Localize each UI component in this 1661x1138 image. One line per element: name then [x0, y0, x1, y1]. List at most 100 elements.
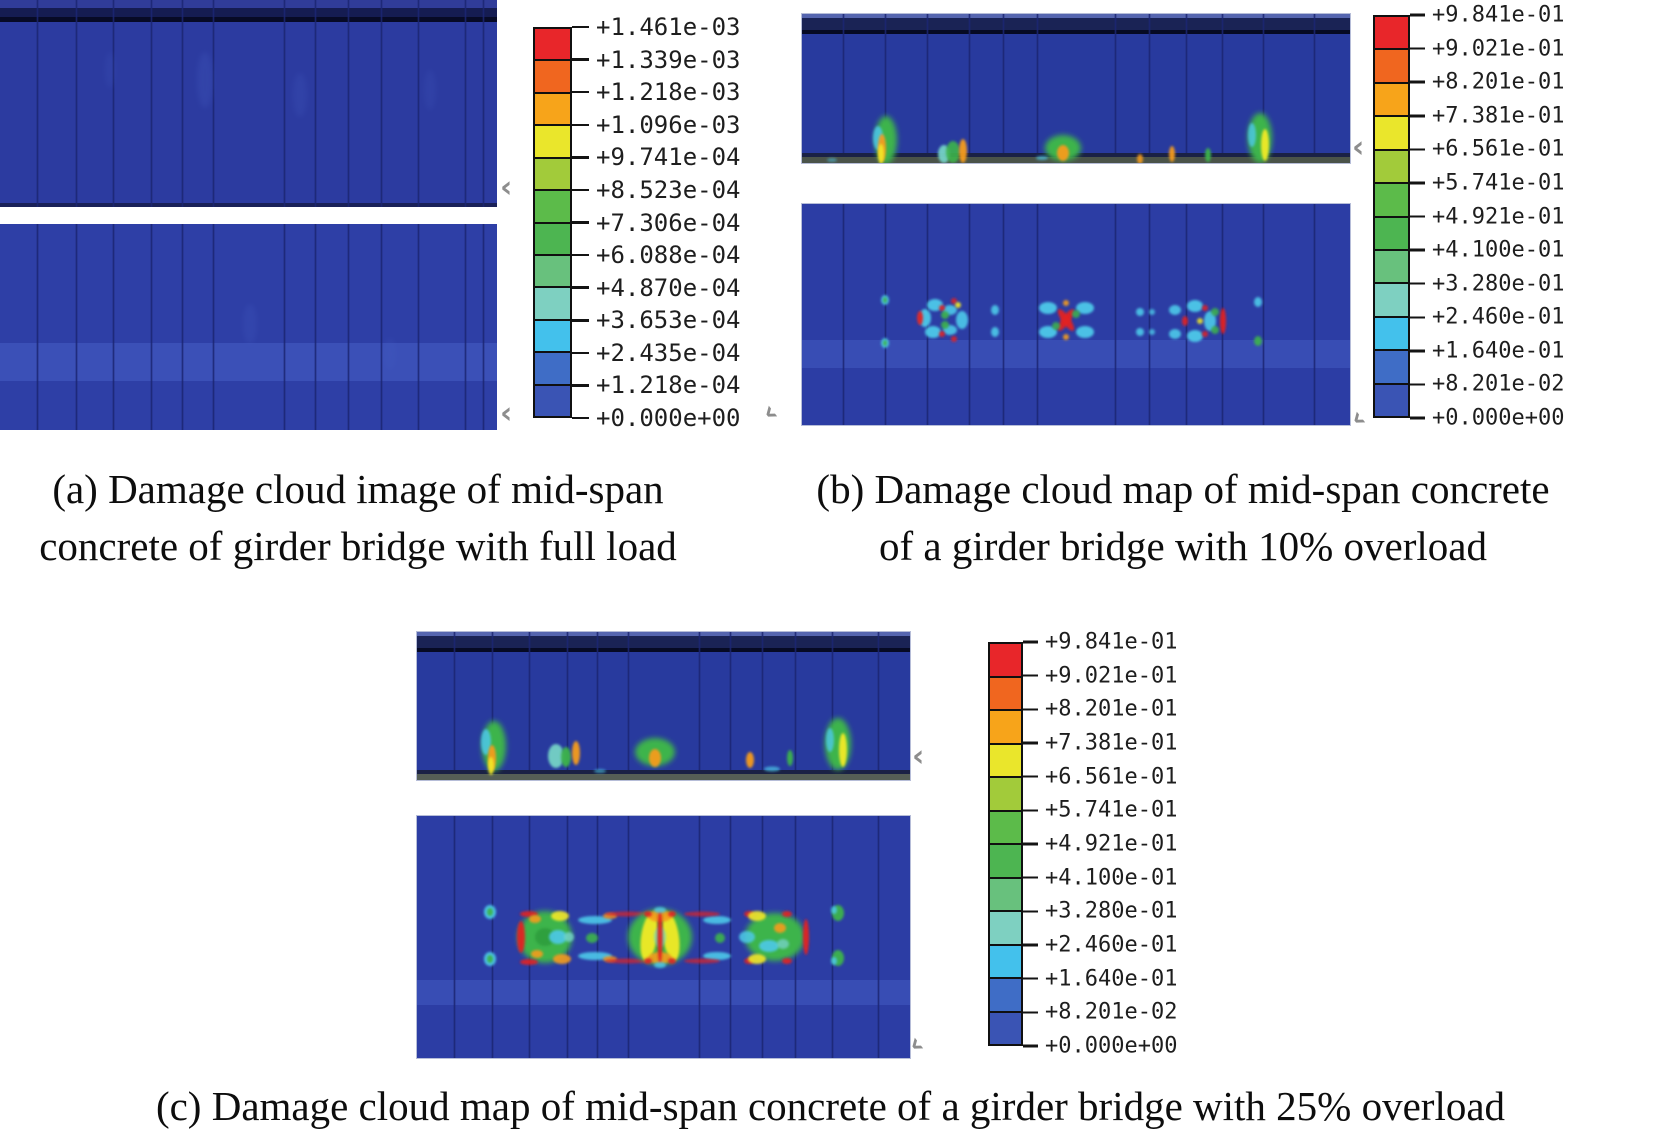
- legend-tick-mark: [1410, 383, 1425, 386]
- legend-tick-label: +4.921e-01: [1045, 831, 1178, 857]
- legend-swatch: [535, 189, 570, 222]
- legend-swatch: [990, 776, 1021, 810]
- legend-swatch: [1375, 215, 1408, 249]
- legend-tick-label: +6.561e-01: [1432, 136, 1565, 162]
- legend-tick-row: +2.460e-01: [1023, 933, 1177, 958]
- legend-tick-mark: [1023, 741, 1038, 745]
- legend-tick-label: +1.096e-03: [596, 110, 741, 139]
- legend-tick-label: +0.000e+00: [1045, 1033, 1178, 1059]
- legend-swatch: [535, 221, 570, 254]
- legend-swatch: [990, 709, 1021, 743]
- legend-tick-mark: [1023, 977, 1038, 980]
- caption-b-line2: of a girder bridge with 10% overload: [879, 523, 1487, 569]
- legend-c-bar: [988, 642, 1023, 1046]
- legend-swatch: [1375, 315, 1408, 350]
- contour-image-a-top: [0, 0, 497, 207]
- legend-swatch: [535, 253, 570, 287]
- legend-tick-label: +8.201e-01: [1432, 69, 1565, 95]
- legend-swatch: [535, 318, 570, 352]
- legend-tick-row: +4.870e-04: [572, 274, 741, 302]
- legend-a-bar: [533, 27, 572, 418]
- legend-tick-mark: [572, 123, 589, 126]
- legend-tick-mark: [1410, 416, 1425, 420]
- legend-tick-label: +4.921e-01: [1432, 204, 1565, 229]
- legend-tick-row: +1.218e-04: [572, 371, 741, 399]
- min-pointer-icon: ‹: [754, 395, 786, 431]
- legend-tick-mark: [572, 351, 589, 355]
- legend-tick-label: +6.088e-04: [596, 241, 741, 270]
- legend-tick-row: +9.841e-01: [1410, 3, 1564, 28]
- legend-tick-row: +8.523e-04: [572, 176, 741, 204]
- legend-swatch: [1375, 148, 1408, 183]
- caption-b: (b) Damage cloud map of mid-span concret…: [748, 461, 1618, 575]
- legend-tick-mark: [1410, 349, 1425, 353]
- legend-tick-mark: [572, 416, 589, 420]
- legend-tick-row: +1.461e-03: [572, 13, 741, 41]
- legend-tick-mark: [1023, 674, 1038, 677]
- legend-tick-mark: [1410, 316, 1425, 319]
- legend-swatch: [990, 943, 1021, 977]
- legend-tick-mark: [1023, 775, 1038, 778]
- legend-tick-mark: [1023, 910, 1038, 913]
- legend-tick-mark: [572, 156, 589, 159]
- contour-svg-a_top: [0, 0, 497, 207]
- legend-tick-label: +9.841e-01: [1432, 2, 1565, 28]
- legend-swatch: [990, 644, 1021, 676]
- legend-tick-label: +1.640e-01: [1432, 338, 1565, 364]
- legend-tick-mark: [1410, 114, 1425, 117]
- legend-tick-mark: [1023, 842, 1038, 846]
- legend-tick-mark: [1410, 13, 1425, 17]
- legend-swatch: [990, 1010, 1021, 1044]
- legend-tick-row: +9.841e-01: [1023, 630, 1177, 655]
- legend-swatch: [535, 286, 570, 319]
- legend-tick-label: +1.218e-04: [596, 371, 741, 400]
- legend-swatch: [1375, 349, 1408, 383]
- legend-tick-row: +6.561e-01: [1023, 764, 1177, 789]
- legend-tick-mark: [1023, 1044, 1038, 1048]
- legend-tick-row: +8.201e-02: [1023, 1000, 1177, 1025]
- legend-swatch: [535, 124, 570, 157]
- legend-tick-row: +3.280e-01: [1410, 271, 1564, 296]
- legend-tick-label: +8.523e-04: [596, 175, 741, 204]
- contour-image-c-bottom: [416, 815, 911, 1059]
- contour-svg-a_bottom: [0, 224, 497, 430]
- legend-tick-label: +8.201e-02: [1045, 999, 1178, 1025]
- legend-tick-row: +1.640e-01: [1023, 966, 1177, 991]
- legend-tick-row: +8.201e-01: [1410, 70, 1564, 95]
- legend-tick-row: +3.280e-01: [1023, 899, 1177, 924]
- legend-tick-mark: [572, 188, 589, 192]
- caption-a-line1: (a) Damage cloud image of mid-span: [52, 466, 664, 512]
- legend-tick-row: +5.741e-01: [1023, 798, 1177, 823]
- legend-tick-mark: [1023, 1011, 1038, 1014]
- legend-tick-label: +8.201e-01: [1045, 696, 1178, 722]
- legend-tick-label: +7.306e-04: [596, 208, 741, 237]
- legend-tick-mark: [572, 286, 589, 289]
- legend-tick-label: +1.461e-03: [596, 13, 741, 41]
- legend-tick-row: +1.218e-03: [572, 78, 741, 106]
- legend-swatch: [1375, 282, 1408, 316]
- legend-tick-label: +0.000e+00: [596, 404, 741, 432]
- caption-c-line1: (c) Damage cloud map of mid-span concret…: [155, 1083, 1506, 1129]
- legend-tick-mark: [1410, 181, 1425, 185]
- legend-swatch: [1375, 382, 1408, 417]
- legend-swatch: [535, 29, 570, 60]
- legend-tick-row: +8.201e-01: [1023, 697, 1177, 722]
- min-pointer-icon: ‹: [500, 396, 513, 431]
- legend-tick-label: +6.561e-01: [1045, 764, 1178, 790]
- legend-tick-row: +6.561e-01: [1410, 137, 1564, 162]
- legend-tick-mark: [1410, 47, 1425, 50]
- legend-tick-row: +9.021e-01: [1410, 36, 1564, 61]
- legend-swatch: [1375, 248, 1408, 283]
- legend-tick-mark: [1410, 148, 1425, 151]
- contour-image-b-bottom: [801, 203, 1351, 426]
- legend-swatch: [535, 351, 570, 384]
- contour-svg-b_bottom: [802, 204, 1350, 425]
- contour-image-b-top: [801, 13, 1351, 164]
- legend-tick-row: +1.640e-01: [1410, 338, 1564, 363]
- legend-swatch: [990, 675, 1021, 709]
- legend-swatch: [535, 156, 570, 190]
- legend-tick-label: +8.201e-02: [1432, 371, 1565, 397]
- contour-svg-c_top: [417, 632, 910, 780]
- legend-tick-mark: [1023, 943, 1038, 947]
- legend-tick-mark: [1023, 809, 1038, 812]
